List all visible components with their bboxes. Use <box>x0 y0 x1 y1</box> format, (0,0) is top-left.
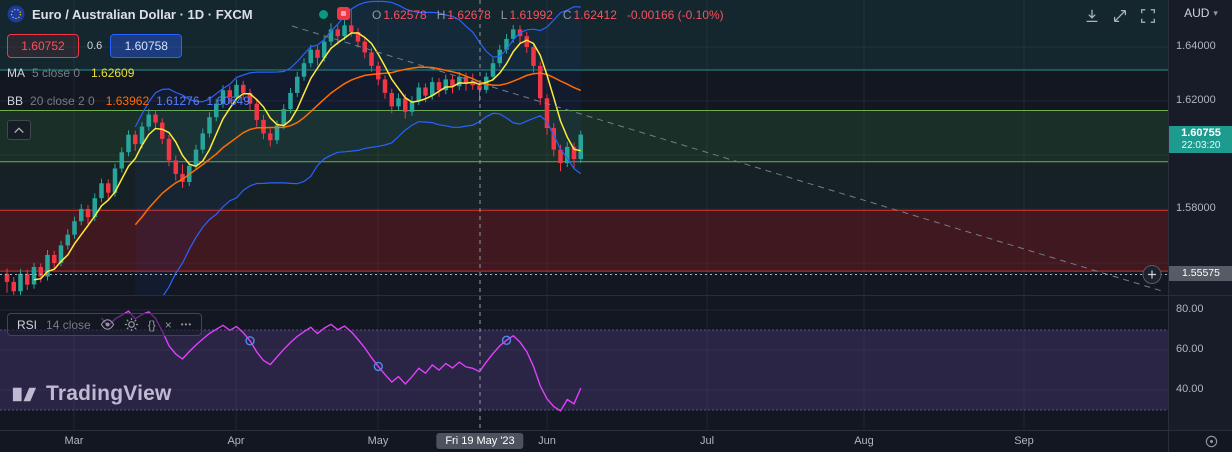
watermark-text: TradingView <box>46 382 172 406</box>
time-axis-label: Aug <box>854 435 874 447</box>
close-value: C 1.62412 <box>562 8 617 22</box>
fullscreen-icon[interactable] <box>1138 6 1158 26</box>
maximize-icon[interactable] <box>1110 6 1130 26</box>
time-axis-settings-icon[interactable] <box>1204 434 1219 452</box>
bb-upper-line <box>134 0 581 128</box>
trendline-drawing[interactable] <box>291 25 1163 292</box>
chevron-up-icon <box>14 127 24 134</box>
ma-value: 1.62609 <box>91 66 135 80</box>
open-value: O 1.62578 <box>372 8 427 22</box>
drawing-price-badge: 1.55575 <box>1169 266 1232 282</box>
rsi-scale-label: 80.00 <box>1176 303 1204 315</box>
rsi-indicator-legend[interactable]: RSI 14 close {} × ••• <box>7 313 203 336</box>
rsi-line <box>100 310 582 412</box>
price-pane <box>0 0 1168 295</box>
replay-status-icon[interactable] <box>337 7 350 20</box>
spread-value: 0.6 <box>87 40 103 52</box>
more-options-icon[interactable]: ••• <box>180 319 193 329</box>
rsi-scale-label: 40.00 <box>1176 383 1204 395</box>
bb-value-2: 1.61276 <box>156 94 200 108</box>
bb-indicator-legend[interactable]: BB 20 close 2 0 1.63962 1.61276 1.60649 <box>7 94 250 108</box>
change-value: -0.00166 (-0.10%) <box>626 8 724 22</box>
chart-canvas[interactable] <box>0 0 1168 430</box>
symbol-title[interactable]: Euro / Australian Dollar · 1D · FXCM <box>32 6 253 22</box>
pane-collapse-button[interactable] <box>7 120 31 140</box>
high-value: H 1.62678 <box>436 8 491 22</box>
symbol-logo-icon <box>7 5 25 23</box>
source-code-icon[interactable]: {} <box>147 317 156 332</box>
buy-button[interactable]: 1.60758 <box>110 34 183 58</box>
time-axis-label: Apr <box>227 435 245 447</box>
crosshair-date-badge: Fri 19 May '23 <box>436 433 524 449</box>
price-scale-label: 1.62000 <box>1176 94 1216 106</box>
rsi-signal-marker <box>245 336 255 346</box>
ohlc-values: O 1.62578 H 1.62678 L 1.61992 C 1.62412 -0.0… <box>372 8 724 22</box>
tradingview-logo-icon <box>12 387 37 402</box>
time-axis-label: Jun <box>538 435 556 447</box>
axis-currency-selector[interactable]: AUD ▾ <box>1184 6 1218 20</box>
bb-basis-line <box>134 66 582 226</box>
bb-lower-line <box>162 112 582 295</box>
bb-value-3: 1.60649 <box>206 94 250 108</box>
time-axis-label: Mar <box>64 435 84 447</box>
time-axis[interactable]: Fri 19 May '23 Mar Apr May Jun Jul Aug Sep <box>0 430 1232 452</box>
bb-value-1: 1.63962 <box>105 94 150 108</box>
last-price-badge: 1.60755 22:03:20 <box>1169 125 1232 153</box>
price-zone <box>0 0 1168 70</box>
time-axis-label: Sep <box>1014 435 1034 447</box>
chart-action-buttons <box>1082 6 1158 26</box>
eye-icon[interactable] <box>100 317 115 332</box>
gear-icon[interactable] <box>124 317 139 332</box>
pane-separator <box>1169 295 1232 296</box>
time-axis-label: May <box>367 435 389 447</box>
ma-line <box>33 32 581 281</box>
chevron-down-icon: ▾ <box>1213 7 1218 18</box>
rsi-signal-marker <box>373 361 383 372</box>
bar-countdown: 22:03:20 <box>1181 139 1221 151</box>
tradingview-watermark: TradingView <box>10 380 172 407</box>
axis-corner-separator <box>1168 431 1169 452</box>
sell-button[interactable]: 1.60752 <box>7 34 79 58</box>
price-scale-label: 1.58000 <box>1176 202 1216 214</box>
symbol-legend[interactable]: Euro / Australian Dollar · 1D · FXCM <box>7 5 253 23</box>
rsi-signal-marker <box>501 335 512 345</box>
quote-buttons: 1.60752 0.6 1.60758 <box>7 34 183 58</box>
add-alert-icon[interactable] <box>1142 264 1162 284</box>
last-price-value: 1.60755 <box>1181 126 1221 139</box>
rsi-pane <box>0 310 1168 412</box>
time-axis-label: Jul <box>699 435 715 447</box>
rsi-scale-label: 60.00 <box>1176 343 1204 355</box>
download-icon[interactable] <box>1082 6 1102 26</box>
low-value: L 1.61992 <box>500 8 553 22</box>
market-status-dot-icon[interactable] <box>319 10 328 19</box>
ma-indicator-legend[interactable]: MA 5 close 0 1.62609 <box>7 66 135 80</box>
close-icon[interactable]: × <box>164 317 172 332</box>
bb-fill <box>135 1 581 295</box>
price-scale[interactable]: AUD ▾ 1.60755 22:03:20 1.55575 1.64000 1.… <box>1168 0 1232 430</box>
price-scale-label: 1.64000 <box>1176 40 1216 52</box>
